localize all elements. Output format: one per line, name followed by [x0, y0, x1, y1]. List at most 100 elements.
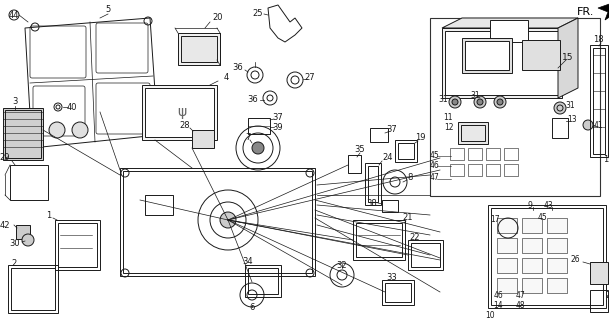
Text: 31: 31 — [565, 100, 575, 109]
Bar — [465, 41, 509, 70]
Bar — [547, 278, 567, 293]
Text: FR.: FR. — [577, 7, 594, 17]
Text: 17: 17 — [490, 215, 500, 225]
Bar — [430, 18, 600, 196]
Bar — [547, 218, 567, 233]
Text: 4: 4 — [224, 74, 228, 83]
Circle shape — [554, 102, 566, 114]
Text: 41: 41 — [593, 121, 603, 130]
Bar — [497, 218, 517, 233]
Bar — [490, 20, 528, 42]
Text: 8: 8 — [407, 173, 413, 182]
Bar — [385, 283, 411, 302]
Circle shape — [497, 99, 503, 105]
Text: 31: 31 — [470, 91, 480, 100]
Text: 7: 7 — [245, 133, 251, 142]
Circle shape — [72, 122, 88, 138]
Text: 13: 13 — [567, 116, 577, 124]
Bar — [382, 280, 414, 305]
Bar — [468, 148, 482, 160]
Polygon shape — [442, 18, 578, 28]
Bar — [411, 243, 440, 267]
Bar — [368, 166, 378, 202]
Text: 16: 16 — [603, 156, 609, 164]
Bar — [8, 265, 58, 313]
Bar — [58, 223, 97, 267]
Bar — [593, 48, 605, 154]
Text: 18: 18 — [593, 36, 604, 44]
Text: 47: 47 — [429, 173, 439, 182]
Bar — [356, 223, 402, 257]
Text: 32: 32 — [337, 260, 347, 269]
Bar — [497, 238, 517, 253]
Bar — [497, 278, 517, 293]
Circle shape — [474, 96, 486, 108]
Text: 31: 31 — [438, 95, 448, 105]
Bar — [497, 258, 517, 273]
Text: 44: 44 — [9, 11, 19, 20]
Bar — [192, 130, 214, 148]
Bar — [590, 290, 608, 312]
Bar — [462, 38, 512, 73]
Text: 20: 20 — [213, 13, 224, 22]
Bar — [486, 148, 500, 160]
Text: 10: 10 — [485, 311, 495, 320]
Polygon shape — [598, 2, 609, 20]
Text: 9: 9 — [527, 201, 532, 210]
Text: 6: 6 — [249, 303, 255, 313]
Circle shape — [452, 99, 458, 105]
Bar — [461, 125, 485, 141]
Bar — [348, 155, 361, 173]
Bar — [522, 258, 542, 273]
Text: 24: 24 — [382, 154, 393, 163]
Circle shape — [49, 122, 65, 138]
Text: 46: 46 — [429, 161, 439, 170]
Bar — [442, 28, 562, 98]
Bar — [395, 140, 417, 162]
Circle shape — [9, 10, 19, 20]
Bar — [590, 262, 608, 284]
Bar — [547, 258, 567, 273]
Text: 14: 14 — [493, 300, 503, 309]
Bar — [353, 220, 405, 260]
Bar — [5, 110, 41, 158]
Text: 15: 15 — [562, 53, 574, 62]
Circle shape — [583, 120, 593, 130]
Text: 5: 5 — [105, 5, 111, 14]
Bar — [547, 238, 567, 253]
Text: 47: 47 — [515, 291, 525, 300]
Bar — [450, 148, 464, 160]
Bar — [468, 164, 482, 176]
Bar — [248, 118, 270, 134]
Bar — [248, 268, 278, 294]
Text: 33: 33 — [387, 274, 398, 283]
Text: 34: 34 — [243, 258, 253, 267]
Bar — [398, 143, 414, 159]
Text: 22: 22 — [410, 234, 420, 243]
Text: 28: 28 — [180, 121, 190, 130]
Text: 12: 12 — [444, 124, 454, 132]
Bar — [16, 225, 30, 239]
Circle shape — [252, 142, 264, 154]
Text: 36: 36 — [232, 63, 243, 73]
Text: 21: 21 — [403, 213, 414, 222]
Text: 45: 45 — [429, 150, 439, 159]
Bar — [408, 240, 443, 270]
Bar — [458, 122, 488, 144]
Text: 46: 46 — [493, 291, 503, 300]
Text: 40: 40 — [67, 102, 77, 111]
Bar — [504, 148, 518, 160]
Bar — [10, 165, 48, 200]
Bar — [365, 163, 381, 205]
Bar — [370, 128, 388, 142]
Bar — [382, 200, 398, 212]
Text: 2: 2 — [12, 259, 16, 268]
Text: 1: 1 — [46, 211, 52, 220]
Text: ψ: ψ — [177, 105, 186, 119]
Text: 38: 38 — [367, 198, 378, 207]
Bar — [445, 31, 559, 95]
Text: 27: 27 — [304, 74, 315, 83]
Bar — [522, 218, 542, 233]
Text: 11: 11 — [443, 114, 452, 123]
Bar — [123, 171, 312, 273]
